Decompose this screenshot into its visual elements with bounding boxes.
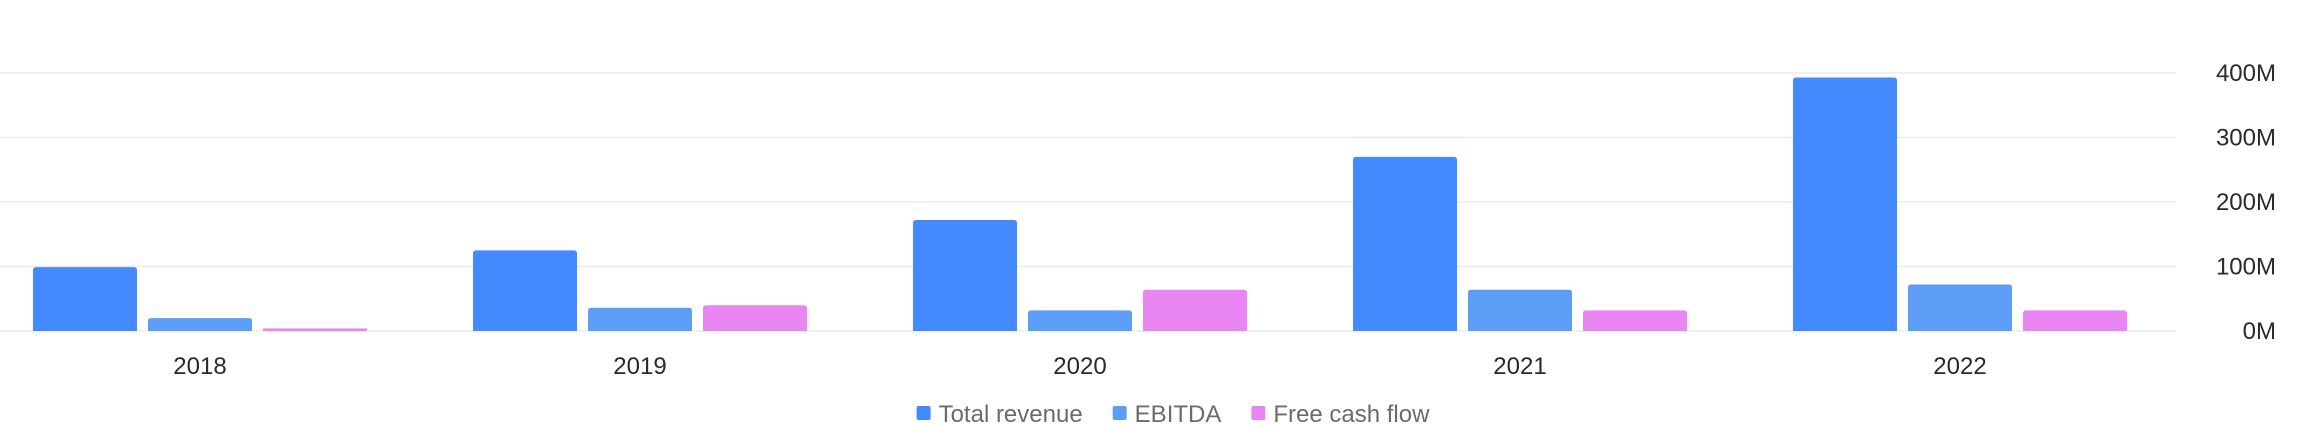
bar xyxy=(1793,77,1897,331)
bar xyxy=(1908,284,2012,331)
legend-swatch xyxy=(1112,406,1127,420)
y-tick-label: 200M xyxy=(2216,189,2276,216)
bar xyxy=(1353,156,1457,331)
bar xyxy=(2023,310,2127,331)
y-tick-label: 0M xyxy=(2243,318,2276,345)
y-tick-label: 100M xyxy=(2216,254,2276,281)
legend-item: Free cash flow xyxy=(1251,401,1430,428)
legend-label: EBITDA xyxy=(1135,401,1222,428)
x-tick-label: 2019 xyxy=(613,353,666,380)
bar xyxy=(148,318,252,331)
bar xyxy=(588,307,692,331)
legend-label: Free cash flow xyxy=(1273,401,1430,428)
x-axis: 2018 2019 2020 2021 2022 xyxy=(173,353,1986,380)
bar xyxy=(1028,310,1132,331)
bars xyxy=(33,77,2127,331)
x-tick-label: 2020 xyxy=(1053,353,1106,380)
y-axis: 0M 100M 200M 300M 400M xyxy=(2216,60,2276,345)
x-tick-label: 2022 xyxy=(1933,353,1986,380)
legend-item: Total revenue xyxy=(916,401,1083,428)
legend-label: Total revenue xyxy=(939,401,1083,428)
bar xyxy=(33,267,137,331)
bar xyxy=(703,305,807,331)
y-tick-label: 300M xyxy=(2216,125,2276,152)
bar xyxy=(263,328,367,331)
legend-item: EBITDA xyxy=(1112,401,1222,428)
bar xyxy=(913,220,1017,331)
bar xyxy=(1143,289,1247,331)
bar xyxy=(473,250,577,331)
bar xyxy=(1468,289,1572,331)
bar xyxy=(1583,310,1687,331)
x-tick-label: 2018 xyxy=(173,353,226,380)
x-tick-label: 2021 xyxy=(1493,353,1546,380)
y-tick-label: 400M xyxy=(2216,60,2276,87)
legend-swatch xyxy=(1251,406,1266,420)
legend-swatch xyxy=(916,406,931,420)
legend: Total revenue EBITDA Free cash flow xyxy=(916,401,1430,428)
